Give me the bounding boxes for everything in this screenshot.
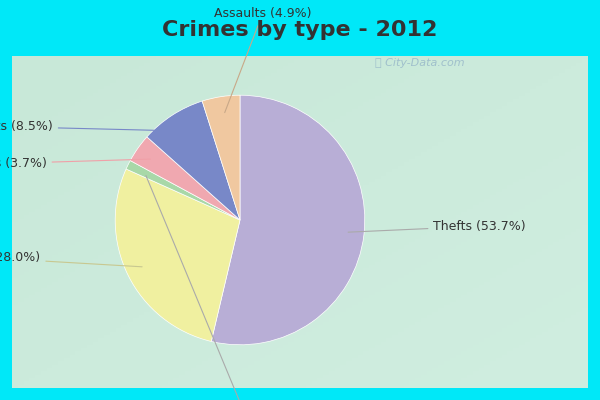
Text: Crimes by type - 2012: Crimes by type - 2012 (163, 20, 437, 40)
Wedge shape (115, 169, 240, 342)
Wedge shape (126, 160, 240, 220)
Text: Assaults (4.9%): Assaults (4.9%) (214, 7, 311, 112)
Text: Robberies (3.7%): Robberies (3.7%) (0, 157, 151, 170)
Text: Thefts (53.7%): Thefts (53.7%) (348, 220, 526, 233)
Wedge shape (130, 137, 240, 220)
Text: Rapes (1.2%): Rapes (1.2%) (146, 176, 295, 400)
Wedge shape (147, 101, 240, 220)
Text: Auto thefts (8.5%): Auto thefts (8.5%) (0, 120, 179, 133)
Text: ⓘ City-Data.com: ⓘ City-Data.com (375, 58, 464, 68)
Wedge shape (211, 95, 365, 345)
Text: Burglaries (28.0%): Burglaries (28.0%) (0, 251, 142, 267)
Wedge shape (202, 95, 240, 220)
